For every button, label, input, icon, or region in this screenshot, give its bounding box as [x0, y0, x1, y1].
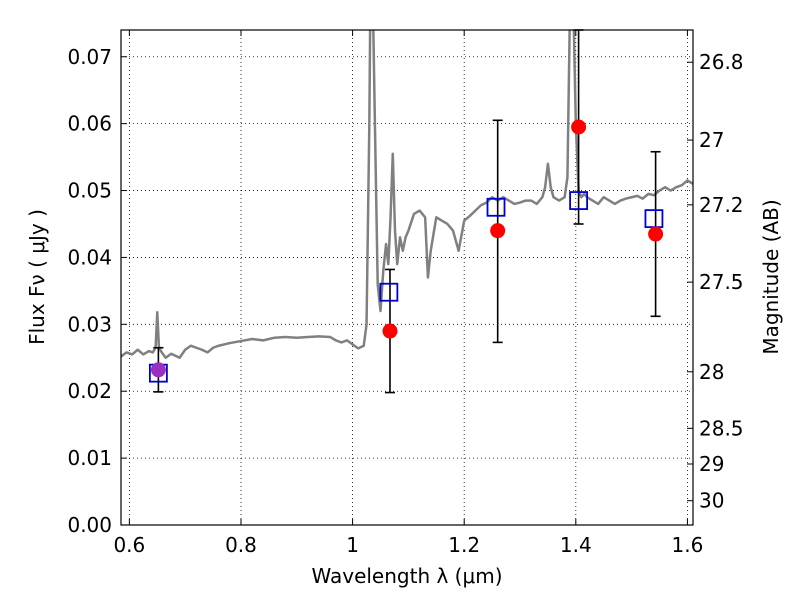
mag-tick-label: 27.5: [699, 270, 744, 294]
data-layer: [121, 30, 693, 360]
y-tick-label: 0.02: [67, 379, 112, 403]
x-tick-label: 1.4: [560, 533, 592, 557]
x-tick-label: 1.6: [672, 533, 704, 557]
mag-tick-label: 26.8: [699, 50, 744, 74]
mag-tick-label: 28.5: [699, 416, 744, 440]
model-square-marker: [569, 191, 588, 210]
mag-tick-label: 29: [699, 452, 724, 476]
y-tick-label: 0.06: [67, 112, 112, 136]
y-tick-label: 0.05: [67, 179, 112, 203]
mag-tick-label: 27: [699, 128, 724, 152]
y-tick-label: 0.01: [67, 446, 112, 470]
x-axis-label: Wavelength λ (μm): [311, 564, 502, 588]
y-tick-label: 0.07: [67, 45, 112, 69]
x-tick-label: 0.8: [225, 533, 257, 557]
mag-tick-label: 30: [699, 489, 724, 513]
mag-tick-label: 28: [699, 360, 724, 384]
model-square-marker: [486, 197, 506, 217]
x-tick-label: 1: [346, 533, 359, 557]
observed-point: [382, 323, 398, 339]
observed-point: [490, 223, 506, 239]
spectrum-line: [121, 30, 693, 360]
model-square-marker: [644, 209, 664, 229]
plot-frame: [120, 29, 694, 526]
y2-axis-label: Magnitude (AB): [759, 199, 783, 354]
axes: 0.6 0.8 1 1.2 1.4 1.6 0.00 0.01 0.02 0.03 0.04 0.05…: [67, 30, 744, 557]
grid: [121, 30, 693, 526]
x-tick-label: 1.2: [448, 533, 480, 557]
observed-point: [150, 362, 166, 378]
model-square-marker: [379, 282, 399, 302]
observed-point: [648, 226, 664, 242]
markers-layer: [148, 29, 664, 394]
y-tick-label: 0.03: [67, 312, 112, 336]
y-tick-label: 0.04: [67, 245, 112, 269]
x-tick-label: 0.6: [113, 533, 145, 557]
mag-tick-label: 27.2: [699, 193, 744, 217]
observed-point: [571, 119, 587, 135]
y-tick-label: 0.00: [67, 513, 112, 537]
y-axis-label: Flux Fν ( μJy ): [25, 209, 49, 345]
